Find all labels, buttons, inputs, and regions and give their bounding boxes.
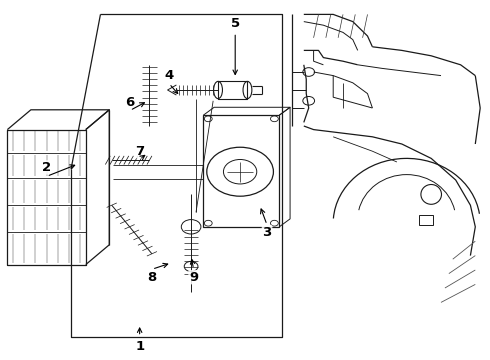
Text: 5: 5 [231, 17, 240, 30]
Text: 2: 2 [42, 161, 51, 174]
Text: 8: 8 [147, 271, 156, 284]
Text: 4: 4 [165, 69, 173, 82]
Text: 7: 7 [135, 145, 144, 158]
Text: 1: 1 [135, 340, 144, 353]
Bar [419, 215, 433, 225]
Text: 9: 9 [189, 271, 198, 284]
Bar [203, 115, 279, 227]
Text: 6: 6 [125, 96, 134, 109]
Text: 3: 3 [263, 226, 271, 239]
